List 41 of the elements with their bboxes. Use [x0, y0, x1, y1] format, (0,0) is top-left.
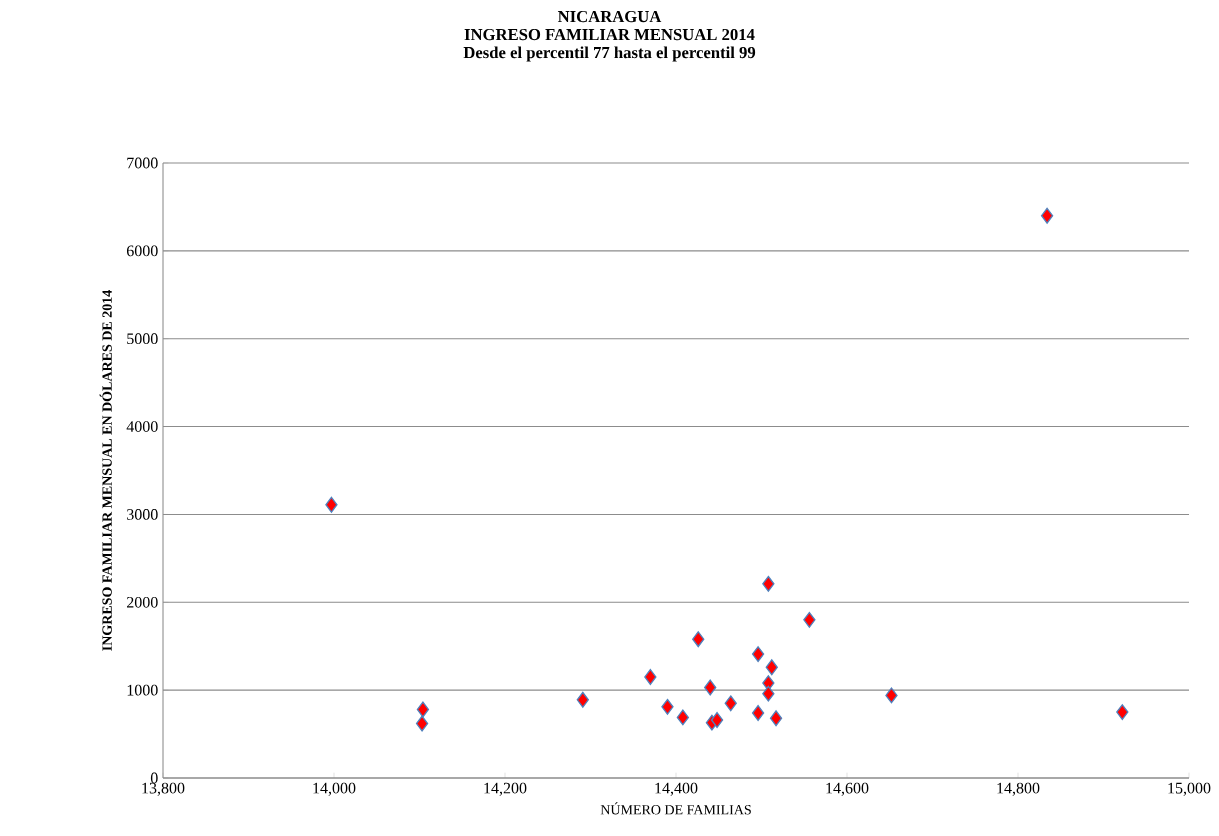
x-tick-label: 14,600	[826, 782, 869, 796]
x-axis-title: NÚMERO DE FAMILIAS	[600, 802, 751, 815]
y-tick-label: 7000	[127, 157, 158, 169]
chart-subtitle: INGRESO FAMILIAR MENSUAL 2014	[464, 28, 755, 41]
y-tick-label: 2000	[127, 596, 158, 608]
point	[704, 679, 717, 696]
y-tick-label: 4000	[126, 421, 158, 432]
y-tick-label: 0	[150, 772, 158, 784]
chart-title: NICARAGUA	[557, 10, 662, 23]
y-tick-label: 6000	[126, 245, 158, 257]
x-tick-label: 14,200	[484, 782, 527, 796]
point	[661, 698, 674, 715]
x-tick-label: 14,400	[655, 782, 698, 796]
point	[724, 695, 737, 712]
point	[676, 709, 690, 726]
x-tick-label: 15,000	[1168, 782, 1211, 796]
y-tick-label: 1000	[127, 684, 158, 696]
point	[885, 687, 898, 704]
point	[576, 691, 589, 708]
point	[1040, 207, 1054, 224]
point	[751, 704, 765, 721]
x-tick-label: 14,000	[313, 782, 356, 796]
point	[762, 685, 775, 702]
y-tick-label: 3000	[127, 509, 158, 520]
text: Desde el percentil 77 hasta el percentil 99	[463, 46, 756, 62]
point	[765, 659, 778, 676]
point	[692, 631, 705, 648]
point	[769, 710, 783, 727]
x-tick-label: 13,800	[142, 782, 185, 796]
point	[325, 496, 338, 513]
point	[415, 715, 429, 732]
y-tick-label: 5000	[127, 333, 158, 345]
point	[751, 646, 765, 663]
point	[416, 701, 430, 718]
point	[1116, 704, 1129, 721]
point	[644, 668, 657, 685]
point	[710, 712, 724, 729]
point	[803, 611, 816, 628]
x-tick-label: 14,800	[997, 782, 1040, 796]
point	[762, 575, 775, 592]
y-axis-title: INGRESO FAMILIAR MENSUAL EN DÓLARES DE 2014	[99, 290, 112, 651]
